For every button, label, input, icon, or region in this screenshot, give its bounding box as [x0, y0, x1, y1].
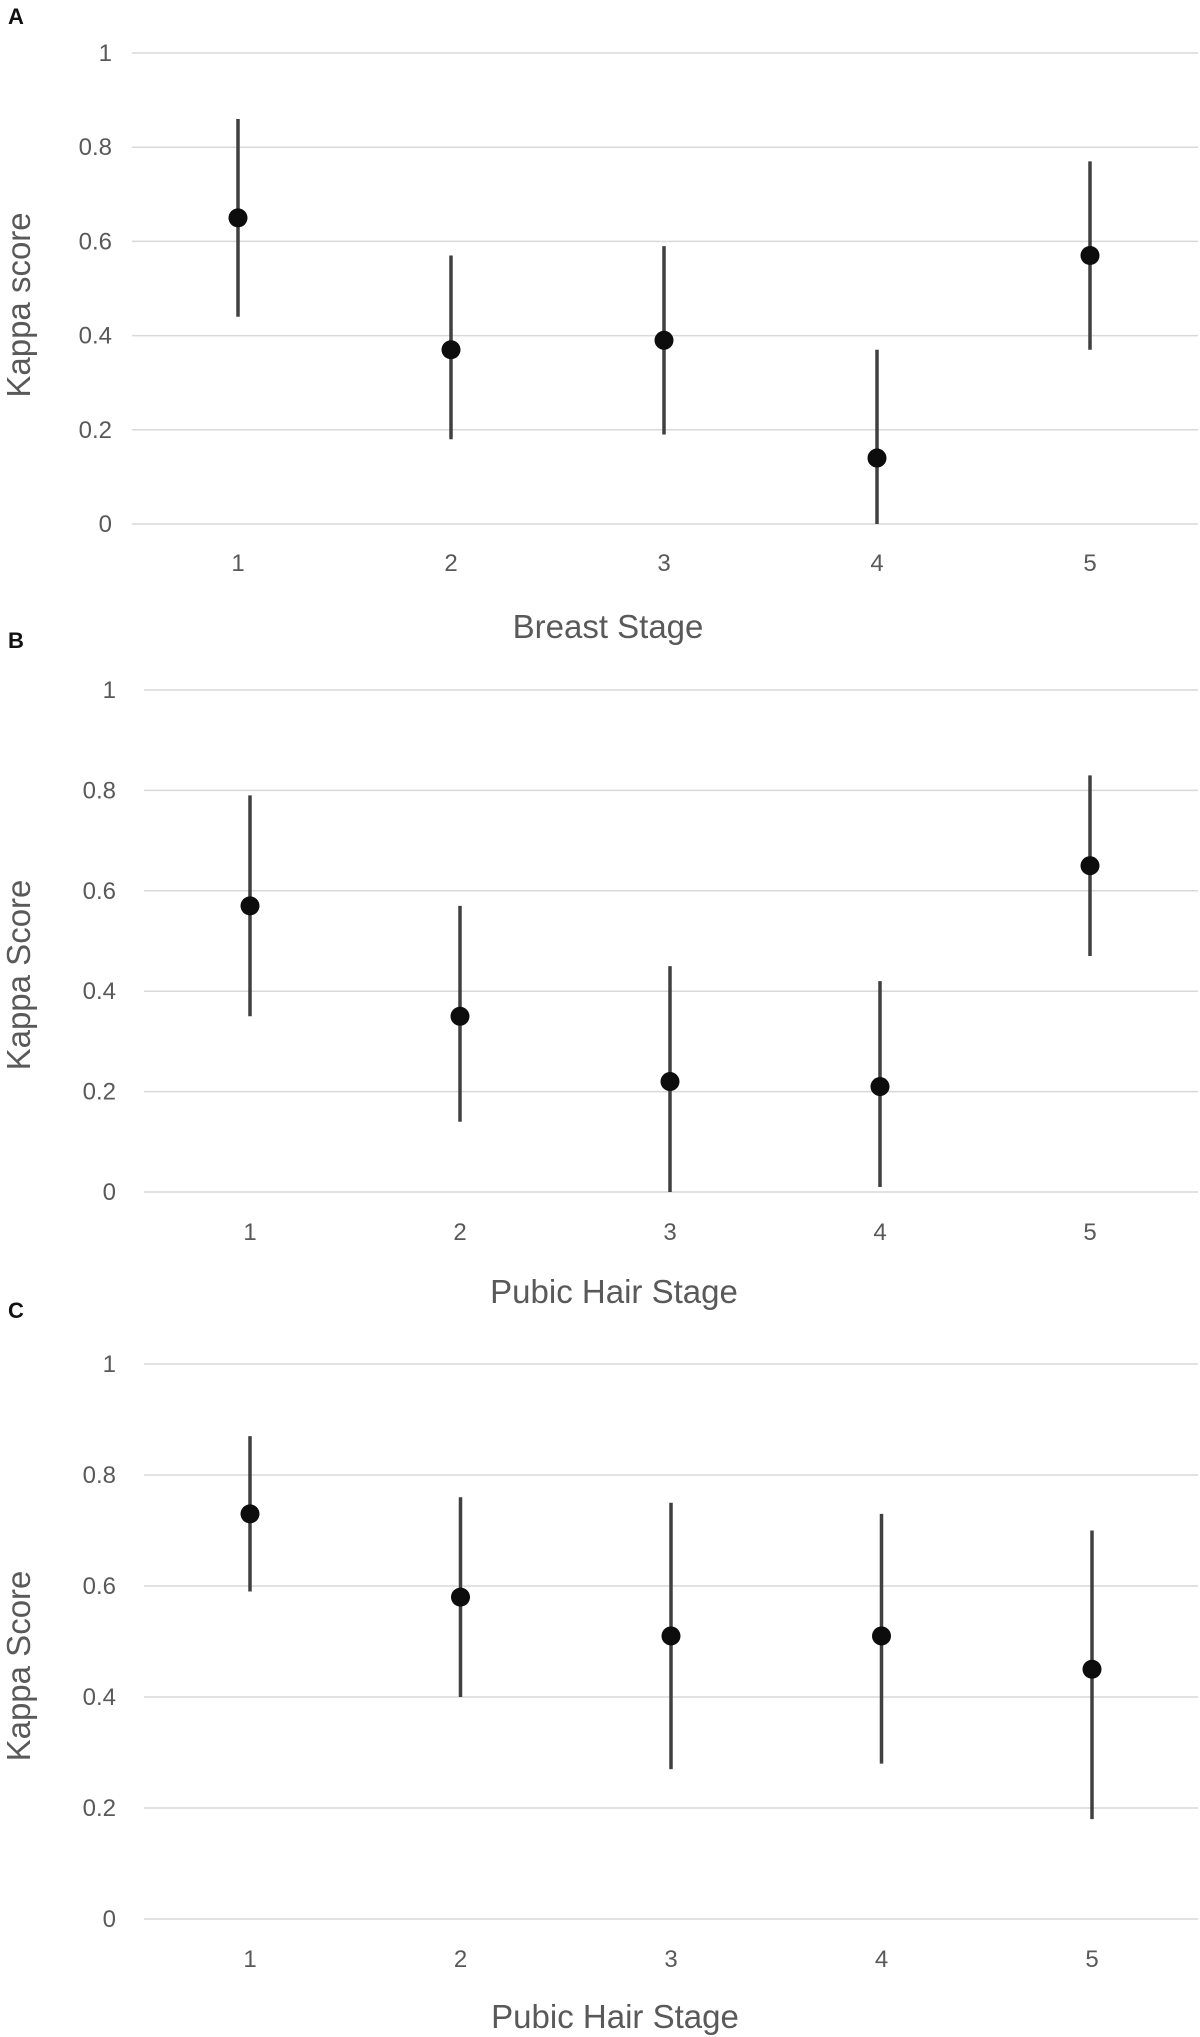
panel-a-data-point-1: [228, 208, 248, 228]
panel-a-data-point-3: [654, 330, 674, 350]
panel-a-data-point-2: [441, 340, 461, 360]
panel-a-x-tick-label: 2: [444, 550, 457, 577]
panel-c-y-tick-label: 0.2: [83, 1795, 116, 1822]
panel-c-data-point-3: [661, 1626, 681, 1646]
panel-c-label: C: [8, 1298, 24, 1323]
panel-c-x-axis-title: Pubic Hair Stage: [491, 1998, 739, 2035]
panel-c-y-axis-title: Kappa Score: [0, 1571, 37, 1762]
panel-b-y-tick-label: 0.8: [83, 777, 116, 804]
panel-b-y-tick-label: 0.6: [83, 878, 116, 905]
panel-a-y-tick-label: 1: [99, 40, 112, 67]
panel-c-x-tick-label: 1: [243, 1946, 256, 1973]
panel-b-label: B: [8, 628, 24, 653]
panel-b-x-tick-label: 5: [1083, 1219, 1096, 1246]
panel-c-data-point-5: [1082, 1659, 1102, 1679]
panel-c-y-tick-label: 0.4: [83, 1684, 116, 1711]
panel-c-data-point-2: [451, 1587, 470, 1607]
panel-b-y-axis-title: Kappa Score: [0, 880, 37, 1071]
panel-b-x-tick-label: 2: [453, 1219, 466, 1246]
panel-a-y-tick-label: 0.2: [79, 417, 112, 444]
panel-a-y-tick-label: 0: [99, 511, 112, 538]
panel-c-x-tick-label: 3: [664, 1946, 677, 1973]
panel-a-x-axis-title: Breast Stage: [513, 608, 704, 645]
panel-b-y-tick-label: 1: [103, 677, 116, 704]
panel-b-y-tick-label: 0.2: [83, 1079, 116, 1106]
panel-a-data-point-4: [867, 448, 887, 468]
panel-c-data-point-4: [872, 1626, 891, 1646]
panel-b-data-point-4: [870, 1077, 890, 1097]
panel-c-y-tick-label: 0.6: [83, 1573, 116, 1600]
panel-a-y-axis-title: Kappa score: [0, 212, 37, 397]
panel-b-x-tick-label: 4: [873, 1219, 886, 1246]
panel-b-y-tick-label: 0: [103, 1179, 116, 1206]
panel-c-data-point-1: [240, 1504, 260, 1524]
panel-c-x-tick-label: 4: [875, 1946, 888, 1973]
panel-c-x-tick-label: 2: [454, 1946, 467, 1973]
panel-c-y-tick-label: 0.8: [83, 1462, 116, 1489]
panel-a-x-tick-label: 4: [870, 550, 883, 577]
panel-b-data-point-2: [450, 1006, 470, 1026]
panel-a-y-tick-label: 0.4: [79, 323, 112, 350]
panel-c-x-tick-label: 5: [1085, 1946, 1098, 1973]
panel-a-x-tick-label: 1: [231, 550, 244, 577]
panel-a-y-tick-label: 0.6: [79, 228, 112, 255]
panel-b-data-point-1: [240, 896, 260, 916]
panel-a-label: A: [8, 4, 24, 29]
panel-b-x-tick-label: 1: [243, 1219, 256, 1246]
panel-a-y-tick-label: 0.8: [79, 134, 112, 161]
panel-b-y-tick-label: 0.4: [83, 978, 116, 1005]
panel-c-y-tick-label: 0: [103, 1906, 116, 1933]
panel-a-x-tick-label: 3: [657, 550, 670, 577]
panel-a-x-tick-label: 5: [1083, 550, 1096, 577]
panel-a-data-point-5: [1080, 246, 1100, 266]
panel-b-data-point-5: [1080, 856, 1100, 876]
panel-b-x-axis-title: Pubic Hair Stage: [490, 1273, 738, 1310]
panel-c-y-tick-label: 1: [103, 1351, 116, 1378]
panel-b-x-tick-label: 3: [663, 1219, 676, 1246]
panel-b-data-point-3: [660, 1072, 680, 1092]
